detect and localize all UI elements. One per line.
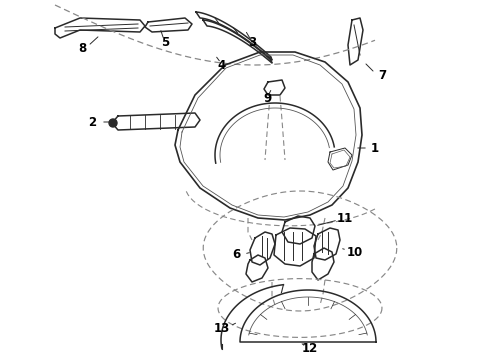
Text: 2: 2 <box>88 116 96 129</box>
Text: 10: 10 <box>347 246 363 258</box>
Text: 4: 4 <box>218 59 226 72</box>
Circle shape <box>109 119 117 127</box>
Text: 5: 5 <box>161 36 169 49</box>
Text: 12: 12 <box>302 342 318 355</box>
Text: 8: 8 <box>78 41 86 54</box>
Text: 3: 3 <box>248 36 256 49</box>
Text: 13: 13 <box>214 321 230 334</box>
Text: 6: 6 <box>232 248 240 261</box>
Text: 7: 7 <box>378 68 386 81</box>
Text: 11: 11 <box>337 212 353 225</box>
Text: 1: 1 <box>371 141 379 154</box>
Text: 9: 9 <box>264 91 272 104</box>
